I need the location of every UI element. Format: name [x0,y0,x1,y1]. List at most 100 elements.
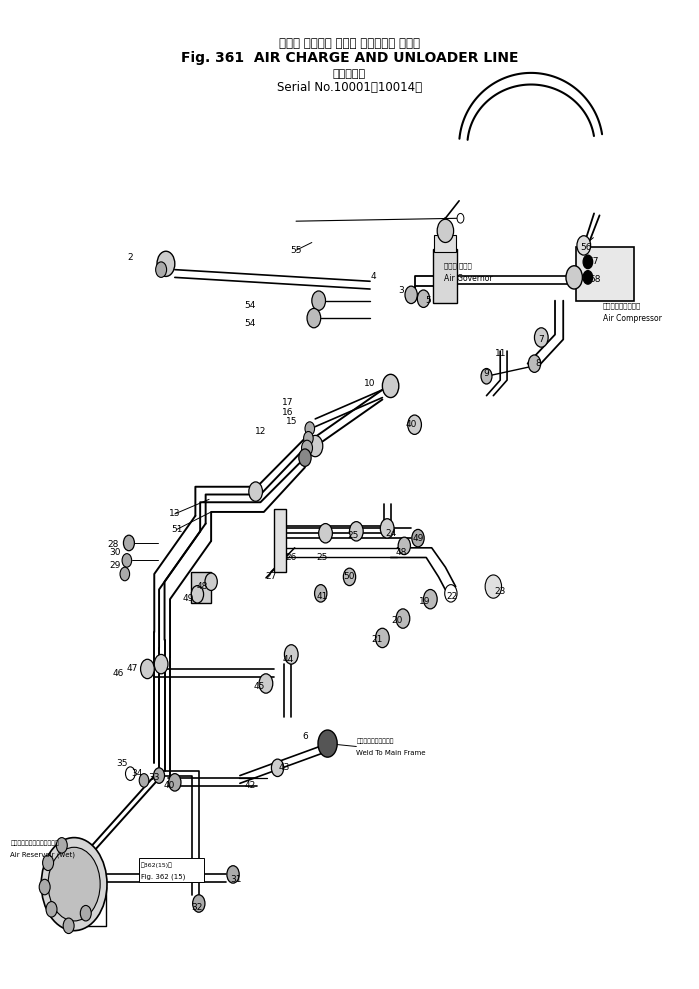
Circle shape [57,838,67,854]
Circle shape [312,291,326,311]
Text: 41: 41 [317,591,328,600]
Circle shape [192,585,203,603]
Text: 49: 49 [412,534,424,543]
Text: 25: 25 [317,553,328,562]
Circle shape [43,855,54,870]
Circle shape [48,848,100,921]
Circle shape [375,628,389,648]
Text: 31: 31 [231,875,243,884]
Circle shape [319,523,333,543]
Circle shape [424,589,437,609]
Bar [433,249,457,303]
Circle shape [284,645,298,665]
Text: 55: 55 [290,245,302,255]
Text: 5: 5 [426,296,431,306]
Circle shape [318,730,337,758]
Circle shape [154,767,164,783]
Text: 32: 32 [192,903,203,912]
Circle shape [139,773,149,787]
Text: （適用号機: （適用号機 [333,69,366,79]
Text: 35: 35 [116,760,128,768]
Circle shape [63,918,74,934]
Text: Air Reservoir (wet): Air Reservoir (wet) [10,852,75,858]
Circle shape [583,271,593,284]
Text: 48: 48 [395,548,407,557]
Text: Air Governor: Air Governor [444,274,493,283]
Text: 33: 33 [148,773,160,782]
Text: 7: 7 [538,335,545,344]
Text: 26: 26 [286,553,297,562]
Text: 50: 50 [344,573,355,582]
Circle shape [566,266,582,289]
Text: 29: 29 [110,561,121,570]
Circle shape [46,902,57,917]
Circle shape [193,895,205,912]
Circle shape [41,838,107,931]
Circle shape [168,773,181,791]
Text: エアー ガバナ: エアー ガバナ [444,262,472,269]
Text: 40: 40 [164,780,175,790]
Circle shape [140,660,154,678]
Circle shape [156,262,166,277]
Text: 24: 24 [385,529,396,538]
Circle shape [405,286,417,304]
Text: 27: 27 [265,573,276,582]
Text: Fig. 361  AIR CHARGE AND UNLOADER LINE: Fig. 361 AIR CHARGE AND UNLOADER LINE [181,51,518,65]
Circle shape [298,449,311,467]
Text: 8: 8 [535,359,541,368]
Circle shape [583,255,593,269]
Bar [274,509,287,572]
Circle shape [396,609,410,628]
Text: 49: 49 [183,593,194,602]
Text: 42: 42 [245,780,256,790]
Circle shape [271,760,284,776]
Circle shape [124,535,134,551]
Circle shape [305,422,315,435]
Text: Fig. 362 (15): Fig. 362 (15) [140,873,185,879]
Text: エアーコンプレッサ: エアーコンプレッサ [603,303,641,309]
Bar [191,572,211,603]
Text: 11: 11 [494,349,506,358]
Text: 4: 4 [370,272,376,281]
Text: 3: 3 [398,287,404,296]
Text: Serial No.10001～10014）: Serial No.10001～10014） [277,81,422,94]
Text: 22: 22 [447,591,458,600]
Text: 2: 2 [127,252,133,261]
Bar [139,857,204,882]
Text: 6: 6 [302,732,308,742]
Circle shape [301,440,312,456]
Text: 30: 30 [110,548,121,557]
Circle shape [412,529,424,547]
Circle shape [154,655,168,674]
Text: Air Compressor: Air Compressor [603,314,662,322]
Text: 21: 21 [371,635,382,645]
Text: 44: 44 [282,655,294,664]
Circle shape [227,865,239,883]
Text: 12: 12 [254,427,266,436]
Text: 28: 28 [108,540,119,550]
Text: 57: 57 [587,257,598,266]
Circle shape [445,584,457,602]
Text: 9: 9 [484,369,489,378]
Text: 15: 15 [285,417,297,426]
Circle shape [535,327,548,347]
Text: 34: 34 [131,769,143,778]
Text: 54: 54 [245,301,256,310]
Text: ノインフレームへ溶接: ノインフレームへ溶接 [356,739,394,745]
Circle shape [80,906,92,921]
Circle shape [307,309,321,327]
Circle shape [350,521,363,541]
Text: エアーリザーバ（ウェット）: エアーリザーバ（ウェット） [10,841,59,847]
Circle shape [343,568,356,585]
Circle shape [457,214,464,224]
Bar [575,247,634,301]
Text: 48: 48 [196,583,208,591]
Text: 40: 40 [405,420,417,429]
Text: 20: 20 [391,616,403,625]
Circle shape [303,431,313,445]
Circle shape [380,518,394,538]
Circle shape [157,251,175,277]
Circle shape [481,369,492,384]
Circle shape [315,584,327,602]
Circle shape [259,674,273,693]
